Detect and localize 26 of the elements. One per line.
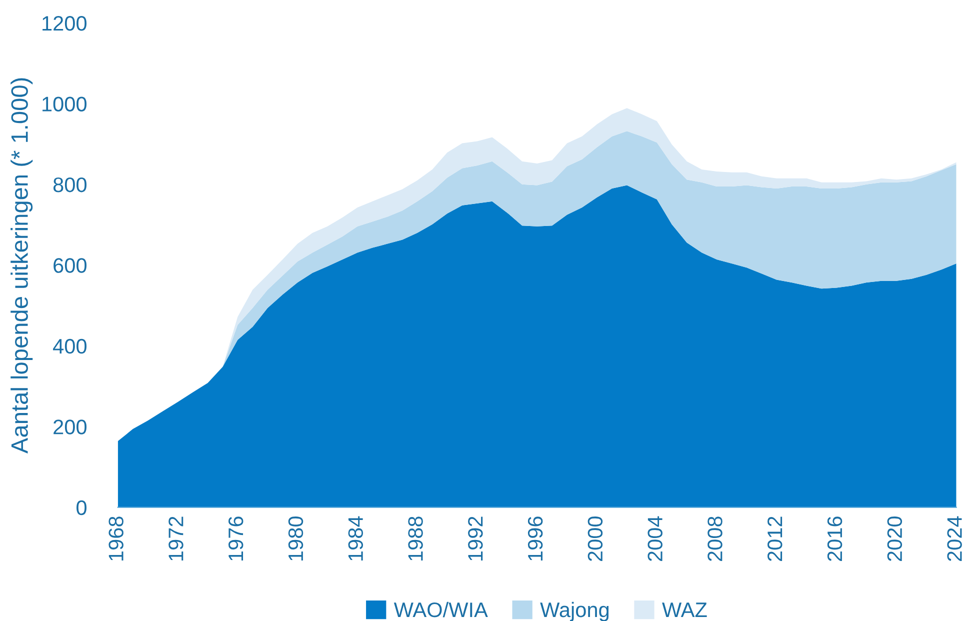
x-tick-label: 1980 bbox=[288, 516, 304, 560]
x-tick-label: 1976 bbox=[228, 516, 244, 560]
x-tick-label: 1996 bbox=[528, 516, 543, 560]
y-tick-label: 0 bbox=[76, 500, 86, 516]
y-axis-title: Aantal lopende uitkeringen (* 1.000) bbox=[10, 78, 33, 454]
y-tick-label: 800 bbox=[53, 177, 86, 192]
legend-label: WAZ bbox=[662, 602, 707, 618]
y-tick-label: 1000 bbox=[42, 96, 86, 112]
y-tick-label: 1200 bbox=[42, 16, 86, 31]
legend-label: WAO/WIA bbox=[394, 602, 488, 618]
x-tick-label: 1988 bbox=[408, 516, 423, 560]
x-tick-label: 2004 bbox=[648, 516, 662, 561]
x-tick-label: 2024 bbox=[947, 516, 962, 561]
y-tick-label: 600 bbox=[54, 258, 86, 273]
y-tick-label: 400 bbox=[53, 338, 86, 354]
x-tick-label: 1972 bbox=[168, 516, 184, 560]
x-tick-label: 2012 bbox=[768, 516, 782, 561]
y-tick-label: 200 bbox=[54, 420, 86, 434]
x-tick-label: 1984 bbox=[348, 516, 364, 560]
x-tick-label: 2020 bbox=[887, 516, 902, 561]
legend-label: Wajong bbox=[540, 602, 609, 621]
x-tick-label: 2008 bbox=[708, 516, 722, 561]
x-tick-label: 1968 bbox=[108, 516, 124, 560]
x-tick-label: 1992 bbox=[468, 516, 483, 560]
x-tick-label: 2016 bbox=[827, 516, 842, 561]
x-tick-label: 2000 bbox=[588, 516, 603, 561]
